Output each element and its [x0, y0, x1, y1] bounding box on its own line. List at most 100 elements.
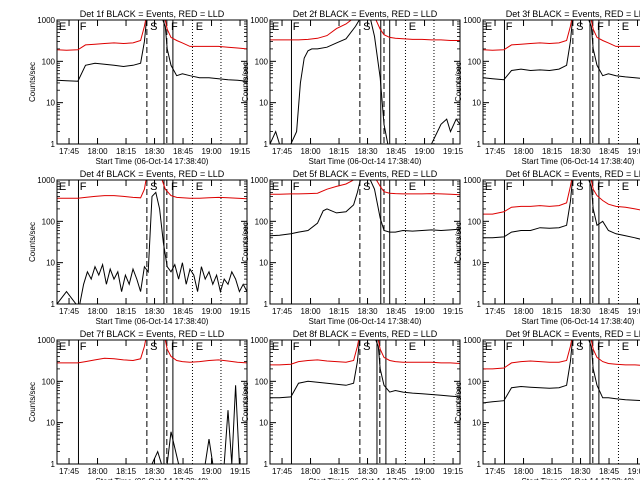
y-tick-label: 1 — [51, 460, 56, 469]
y-tick-label: 100 — [42, 377, 56, 386]
y-axis-label: Counts/sec — [241, 382, 250, 422]
region-label: E — [196, 341, 203, 353]
x-axis-label: Start Time (06-Oct-14 17:38:40) — [96, 477, 209, 480]
y-tick-label: 1000 — [463, 336, 481, 345]
x-tick-label: 18:30 — [571, 467, 592, 476]
region-label: F — [293, 341, 300, 353]
x-tick-label: 18:00 — [88, 307, 109, 316]
lld-series-line — [270, 20, 460, 41]
y-tick-label: 1 — [51, 140, 56, 149]
region-label: E — [622, 341, 629, 353]
y-tick-label: 10 — [472, 419, 481, 428]
x-axis-label: Start Time (06-Oct-14 17:38:40) — [309, 317, 422, 326]
plot-frame — [269, 179, 461, 305]
y-axis-label: Counts/sec — [28, 382, 37, 422]
region-label: F — [171, 21, 178, 33]
region-label: F — [80, 181, 87, 193]
region-label: S — [150, 341, 157, 353]
x-tick-label: 17:45 — [272, 467, 293, 476]
y-tick-label: 100 — [255, 377, 269, 386]
x-tick-label: 19:00 — [628, 307, 640, 316]
chart-panel: Det 3f BLACK = Events, RED = LLD Counts/s… — [454, 9, 640, 166]
region-label: E — [196, 181, 203, 193]
x-tick-label: 19:00 — [415, 147, 436, 156]
series-group — [57, 20, 247, 82]
x-tick-label: 19:00 — [202, 147, 223, 156]
region-label: E — [409, 341, 416, 353]
y-tick-label: 1000 — [250, 176, 268, 185]
region-label: E — [272, 21, 279, 33]
plot-frame — [269, 339, 461, 465]
series-group — [483, 340, 640, 404]
y-tick-label: 100 — [42, 57, 56, 66]
x-tick-label: 19:00 — [628, 147, 640, 156]
y-tick-label: 10 — [46, 419, 55, 428]
chart-panel: Det 5f BLACK = Events, RED = LLD Counts/s… — [241, 169, 464, 326]
plot-frame — [482, 339, 640, 465]
y-axis-label: Counts/sec — [454, 222, 463, 262]
y-tick-label: 10 — [46, 259, 55, 268]
y-axis-label: Counts/sec — [454, 382, 463, 422]
plot-frame — [56, 179, 248, 305]
y-tick-label: 1000 — [37, 16, 55, 25]
x-tick-label: 18:00 — [301, 147, 322, 156]
events-series-line — [483, 20, 640, 81]
x-tick-label: 19:00 — [202, 467, 223, 476]
y-tick-label: 100 — [42, 217, 56, 226]
plot-frame — [482, 179, 640, 305]
region-label: S — [576, 341, 583, 353]
region-label: S — [150, 21, 157, 33]
x-tick-label: 18:45 — [599, 467, 620, 476]
region-label: E — [59, 181, 66, 193]
y-tick-label: 1000 — [37, 176, 55, 185]
region-label: E — [272, 341, 279, 353]
chart-panel: Det 8f BLACK = Events, RED = LLD Counts/s… — [241, 329, 464, 480]
x-tick-label: 19:00 — [415, 307, 436, 316]
y-tick-label: 100 — [468, 217, 482, 226]
y-tick-label: 1 — [264, 300, 269, 309]
x-tick-label: 19:00 — [415, 467, 436, 476]
region-label: F — [597, 181, 604, 193]
region-label: S — [363, 21, 370, 33]
x-tick-label: 18:15 — [329, 147, 350, 156]
x-tick-label: 18:45 — [173, 307, 194, 316]
x-axis-label: Start Time (06-Oct-14 17:38:40) — [522, 157, 635, 166]
events-series-line — [57, 385, 247, 464]
x-tick-label: 18:45 — [386, 307, 407, 316]
region-label: S — [150, 181, 157, 193]
chart-title: Det 6f BLACK = Events, RED = LLD — [506, 169, 640, 179]
region-label: F — [506, 21, 513, 33]
y-tick-label: 1000 — [463, 16, 481, 25]
lld-series-line — [483, 340, 640, 370]
chart-title: Det 3f BLACK = Events, RED = LLD — [506, 9, 640, 19]
y-tick-label: 1 — [51, 300, 56, 309]
lld-series-line — [483, 180, 640, 215]
x-tick-label: 17:45 — [272, 147, 293, 156]
series-group — [57, 340, 247, 464]
chart-panel: Det 1f BLACK = Events, RED = LLD Counts/s… — [28, 9, 251, 166]
region-label: S — [363, 181, 370, 193]
y-axis-label: Counts/sec — [241, 62, 250, 102]
y-tick-label: 10 — [472, 259, 481, 268]
chart-title: Det 7f BLACK = Events, RED = LLD — [80, 329, 225, 339]
x-tick-label: 17:45 — [485, 467, 506, 476]
y-axis-label: Counts/sec — [28, 62, 37, 102]
region-label: F — [506, 181, 513, 193]
x-axis-label: Start Time (06-Oct-14 17:38:40) — [309, 477, 422, 480]
region-label: E — [622, 21, 629, 33]
x-tick-label: 18:30 — [571, 147, 592, 156]
chart-title: Det 5f BLACK = Events, RED = LLD — [293, 169, 438, 179]
y-tick-label: 1000 — [250, 336, 268, 345]
x-tick-label: 19:15 — [230, 307, 251, 316]
x-axis-label: Start Time (06-Oct-14 17:38:40) — [309, 157, 422, 166]
x-tick-label: 17:45 — [59, 307, 80, 316]
y-tick-label: 10 — [259, 419, 268, 428]
x-tick-label: 18:30 — [571, 307, 592, 316]
lld-series-line — [483, 20, 640, 51]
plot-frame — [269, 19, 461, 145]
chart-panel: Det 9f BLACK = Events, RED = LLD Counts/s… — [454, 329, 640, 480]
x-tick-label: 18:30 — [145, 467, 166, 476]
x-tick-label: 17:45 — [272, 307, 293, 316]
x-tick-label: 17:45 — [485, 147, 506, 156]
